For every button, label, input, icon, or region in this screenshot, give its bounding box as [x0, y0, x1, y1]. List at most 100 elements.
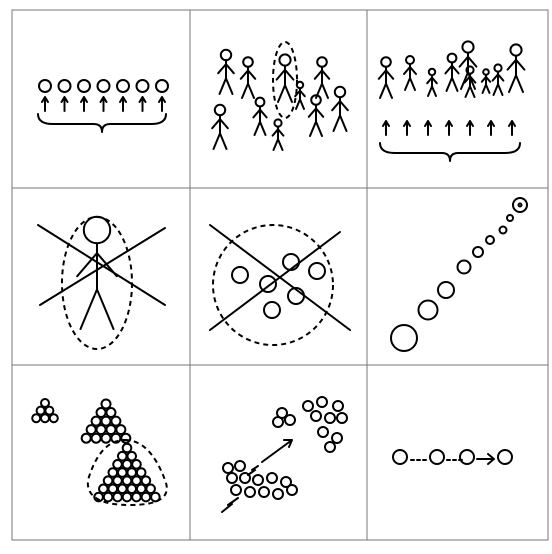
circle	[40, 413, 50, 424]
arrow	[466, 120, 474, 136]
circle	[219, 48, 233, 62]
circle	[459, 449, 475, 465]
dashed-outline	[272, 41, 298, 119]
circle	[100, 432, 112, 444]
circle	[213, 103, 227, 117]
circle	[263, 301, 281, 319]
circle	[437, 281, 455, 299]
circle	[506, 214, 514, 222]
arrow	[41, 96, 49, 112]
circle	[135, 483, 147, 495]
arrow	[382, 120, 390, 136]
stick-figure	[307, 103, 325, 137]
circle	[456, 259, 472, 275]
circle	[493, 63, 503, 73]
speed-lines	[221, 465, 259, 513]
circle	[95, 424, 107, 436]
circle	[390, 324, 418, 352]
circle	[110, 415, 122, 427]
arrow	[119, 96, 127, 112]
circle	[150, 491, 161, 503]
arrow	[424, 120, 432, 136]
stick-figure	[331, 96, 349, 132]
circle	[331, 432, 343, 444]
arrow	[158, 96, 166, 112]
circle	[485, 235, 495, 245]
stick-figure	[506, 54, 526, 93]
circle	[77, 79, 91, 93]
circle	[517, 202, 523, 208]
circle	[126, 467, 138, 478]
circle	[316, 396, 328, 408]
circle	[57, 79, 72, 93]
arrow	[487, 120, 495, 136]
stick-figure	[480, 73, 492, 94]
circle	[140, 475, 152, 486]
circle	[105, 407, 117, 419]
circle	[259, 275, 277, 293]
circle	[140, 491, 152, 503]
stick-figure	[294, 87, 306, 110]
circle	[254, 96, 266, 108]
circle	[107, 483, 119, 495]
cross-lines	[37, 224, 166, 306]
circle	[509, 43, 523, 57]
circle	[121, 491, 133, 503]
stick-figure	[444, 61, 460, 92]
circle	[417, 299, 439, 321]
circle	[121, 459, 133, 470]
circle	[96, 79, 111, 93]
circle	[316, 56, 328, 68]
arrow	[508, 120, 516, 136]
circle	[115, 424, 127, 436]
circle	[333, 85, 347, 99]
circle	[120, 432, 132, 444]
stick-figure	[252, 105, 268, 136]
circle	[472, 246, 484, 258]
circle	[222, 462, 234, 474]
circle	[324, 412, 336, 424]
circle	[126, 450, 138, 462]
circle	[498, 225, 508, 235]
circle	[302, 400, 314, 412]
circle	[48, 413, 59, 424]
circle	[102, 491, 114, 503]
circle	[282, 253, 300, 271]
arrow	[138, 96, 147, 112]
stick-figure	[377, 65, 395, 99]
circle	[273, 118, 283, 128]
stick-figure	[491, 70, 505, 96]
circle	[126, 483, 138, 495]
circle	[429, 449, 445, 465]
circle	[231, 266, 249, 284]
circle	[135, 467, 147, 478]
circle	[131, 491, 142, 503]
circle	[44, 405, 55, 416]
circle	[310, 410, 322, 422]
circle	[512, 197, 528, 213]
circle	[116, 467, 128, 478]
stick-figure	[217, 59, 235, 95]
circle	[116, 79, 130, 93]
arrow	[261, 439, 293, 463]
circle	[145, 483, 156, 495]
circle	[258, 486, 270, 498]
circle	[272, 416, 284, 428]
circle	[392, 449, 408, 465]
circle	[82, 215, 112, 245]
circle	[324, 441, 336, 453]
cross-lines	[209, 224, 351, 331]
circle	[272, 488, 284, 500]
circle	[100, 398, 112, 410]
arrow	[476, 453, 495, 465]
circle	[102, 475, 114, 486]
circle	[40, 398, 50, 408]
circle	[317, 426, 329, 438]
stick-figure	[76, 242, 118, 330]
stick-figure	[426, 74, 438, 97]
circle	[38, 79, 52, 93]
circle	[284, 414, 296, 426]
circle	[266, 472, 278, 484]
brace	[379, 142, 521, 162]
